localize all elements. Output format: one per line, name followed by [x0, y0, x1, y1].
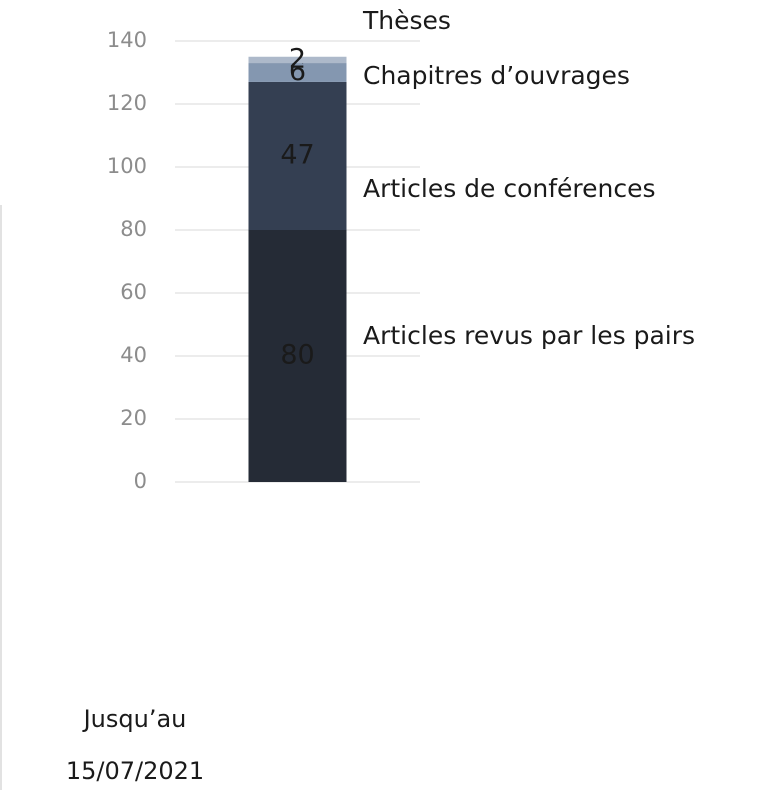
legend-label: Articles revus par les pairs: [363, 321, 695, 350]
y-tick-label: 120: [107, 91, 147, 115]
x-tick-label-line: Jusqu’au: [82, 705, 187, 733]
value-label: 80: [280, 340, 314, 371]
legend-label: Chapitres d’ouvrages: [363, 61, 630, 90]
legend-label: Articles de conférences: [363, 174, 656, 203]
bar-segment: [248, 63, 347, 82]
x-tick-label-line: 15/07/2021: [66, 757, 204, 785]
bar-segment: [248, 230, 347, 482]
legend-label: Thèses: [362, 6, 451, 35]
y-tick-label: 100: [107, 154, 147, 178]
y-tick-label: 80: [120, 217, 147, 241]
y-tick-label: 40: [120, 343, 147, 367]
value-label: 6: [289, 56, 306, 87]
y-tick-label: 0: [134, 469, 147, 493]
y-tick-label: 140: [107, 28, 147, 52]
y-tick-label: 60: [120, 280, 147, 304]
value-label: 2: [289, 43, 306, 74]
y-tick-label: 20: [120, 406, 147, 430]
value-label: 47: [280, 139, 314, 170]
bar-segment: [248, 56, 347, 64]
bar-segment: [248, 81, 347, 230]
x-tick-label: Jusqu’au 15/07/2021: [66, 705, 204, 785]
